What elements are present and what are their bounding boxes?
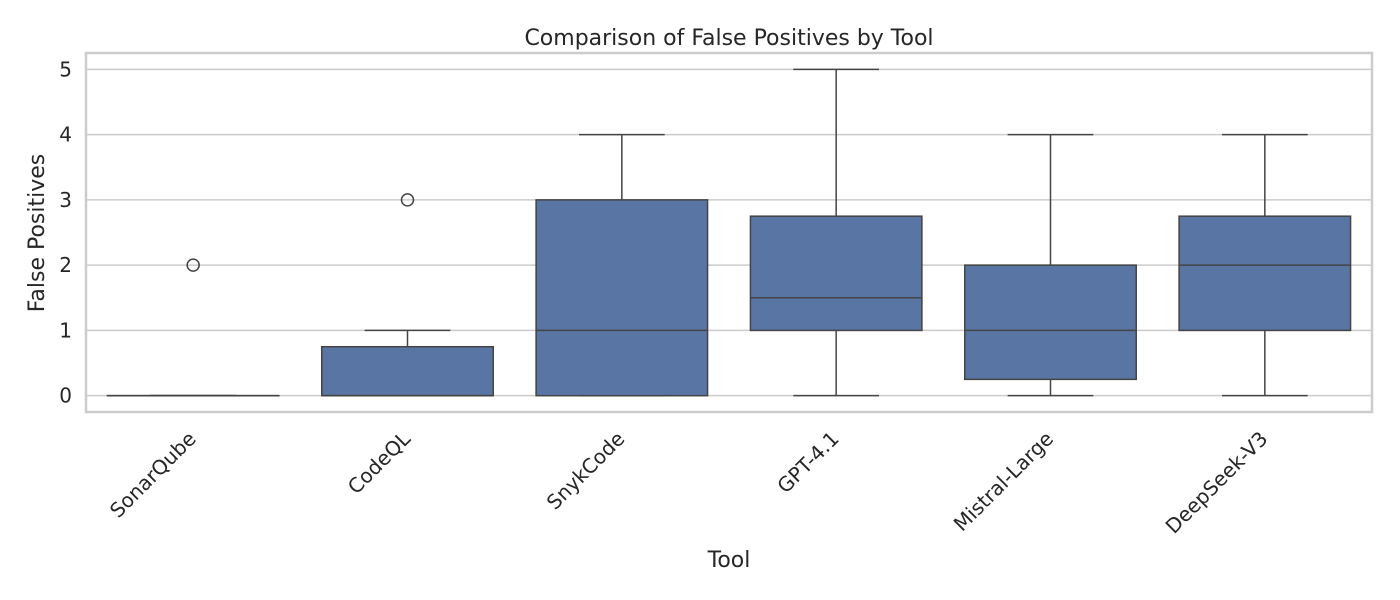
box-group-deepseek-v3: [1178, 133, 1352, 397]
y-tick-label: 4: [59, 123, 72, 147]
plot-frame: [84, 51, 1374, 414]
y-tick-label: 5: [59, 57, 72, 81]
x-tick-label: SonarQube: [105, 427, 201, 523]
y-axis-label: False Positives: [25, 154, 50, 313]
y-tick-labels: 0 1 2 3 4 5: [59, 57, 72, 407]
box-group-mistral-large: [964, 133, 1137, 397]
outlier-point: [400, 193, 415, 207]
box-body: [749, 215, 923, 332]
boxes: [106, 68, 1352, 397]
box-body: [1178, 215, 1352, 332]
outlier-point: [186, 258, 200, 272]
box-body: [535, 199, 709, 397]
x-tick-labels: SonarQube CodeQL SnykCode GPT-4.1 Mistral-La…: [105, 426, 1272, 538]
y-tick-label: 0: [59, 384, 72, 408]
box-group-codeql: [321, 193, 494, 397]
box-body: [321, 345, 494, 397]
box-group-gpt-4.1: [749, 68, 923, 397]
box-body: [964, 264, 1137, 381]
y-tick-label: 2: [59, 253, 72, 277]
y-tick-label: 3: [59, 188, 72, 212]
x-tick-label: GPT-4.1: [772, 427, 843, 498]
x-axis-label: Tool: [707, 548, 751, 573]
x-tick-label: DeepSeek-V3: [1161, 427, 1273, 539]
y-tick-label: 1: [59, 318, 72, 342]
box-group-sonarqube: [106, 258, 280, 397]
x-tick-label: SnykCode: [542, 427, 630, 515]
chart-title: Comparison of False Positives by Tool: [524, 26, 933, 51]
x-tick-label: Mistral-Large: [949, 427, 1058, 536]
box-group-snykcode: [535, 133, 709, 397]
x-tick-label: CodeQL: [343, 426, 416, 499]
grid-lines: [86, 68, 1372, 397]
